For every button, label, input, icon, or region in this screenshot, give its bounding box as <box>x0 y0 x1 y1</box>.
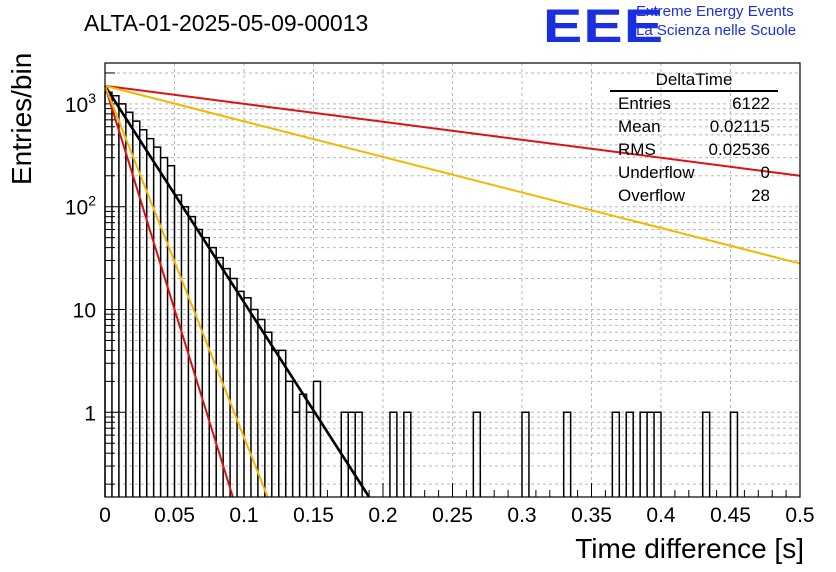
stats-value: 0.02115 <box>709 117 770 136</box>
stats-value: 0 <box>760 163 770 182</box>
y-tick-label: 103 <box>65 90 96 117</box>
stats-row-overflow: Overflow 28 <box>610 184 778 207</box>
stats-value: 0.02536 <box>708 140 770 159</box>
x-tick-label: 0.35 <box>571 504 612 527</box>
stats-row-underflow: Underflow 0 <box>610 161 778 184</box>
eee-logo-caption: Extreme Energy Events La Scienza nelle S… <box>636 2 796 40</box>
x-tick-label: 0.45 <box>710 504 751 527</box>
x-tick-label: 0.25 <box>432 504 473 527</box>
stats-title: DeltaTime <box>610 70 778 92</box>
x-tick-label: 0.5 <box>785 504 814 527</box>
fit-lines <box>103 84 801 498</box>
series-line <box>104 84 801 177</box>
stats-value: 6122 <box>732 94 770 113</box>
y-tick-label: 10 <box>73 300 96 323</box>
stats-row-mean: Mean 0.02115 <box>610 115 778 138</box>
stats-row-rms: RMS 0.02536 <box>610 138 778 161</box>
x-axis-label: Time difference [s] <box>575 533 804 564</box>
stats-label: Entries <box>618 94 671 113</box>
x-tick-label: 0.2 <box>368 504 397 527</box>
x-tick-label: 0.15 <box>293 504 334 527</box>
series-line <box>104 85 234 498</box>
x-tick-label: 0.4 <box>646 504 676 527</box>
y-tick-label: 102 <box>65 193 96 220</box>
x-tick-label: 0 <box>99 504 111 527</box>
stats-label: RMS <box>618 140 656 159</box>
stats-label: Underflow <box>618 163 695 182</box>
logo-line-2: La Scienza nelle Scuole <box>636 22 797 39</box>
logo-line-1: Extreme Energy Events <box>636 3 794 20</box>
y-tick-label: 1 <box>84 402 96 425</box>
y-axis-label: Entries/bin <box>6 52 37 185</box>
chart-title: ALTA-01-2025-05-09-00013 <box>84 10 369 36</box>
series-line <box>103 85 371 498</box>
series-line <box>104 85 269 498</box>
stats-box: DeltaTime Entries 6122 Mean 0.02115 RMS … <box>610 70 778 207</box>
tick-labels: 0 0.05 0.1 0.15 0.2 0.25 0.3 0.35 0.4 0.45 0.5 1 10 1… <box>65 90 815 527</box>
stats-value: 28 <box>751 186 770 205</box>
eee-logo: EEE <box>543 0 665 52</box>
plot-frame <box>104 62 801 498</box>
x-tick-label: 0.05 <box>154 504 195 527</box>
series-line <box>104 84 801 265</box>
grid-lines <box>105 63 800 497</box>
stats-label: Overflow <box>618 186 686 205</box>
stats-label: Mean <box>618 117 661 136</box>
stats-row-entries: Entries 6122 <box>610 92 778 115</box>
x-tick-label: 0.1 <box>229 504 258 527</box>
x-tick-label: 0.3 <box>507 504 536 527</box>
